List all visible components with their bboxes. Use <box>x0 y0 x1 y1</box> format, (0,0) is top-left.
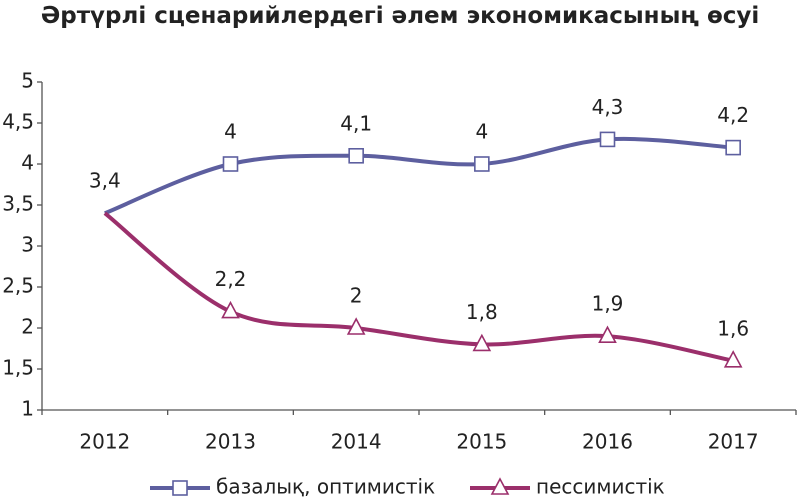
y-tick-label: 1 <box>21 397 34 421</box>
marker <box>172 480 188 496</box>
y-tick-label: 3 <box>21 233 34 257</box>
x-tick-label: 2015 <box>456 430 507 454</box>
series-line <box>104 136 734 216</box>
y-tick-label: 2,5 <box>2 274 34 298</box>
marker <box>723 350 743 368</box>
data-label: 3,4 <box>89 169 121 193</box>
data-label: 4,3 <box>592 95 624 119</box>
y-tick-label: 1,5 <box>2 356 34 380</box>
data-label: 4 <box>224 120 237 144</box>
marker <box>222 156 239 172</box>
y-tick-label: 5 <box>21 69 34 93</box>
legend-label: пессимистік <box>536 475 665 498</box>
chart-title: Әртүрлі сценарийлердегі әлем экономикасы… <box>40 3 760 29</box>
data-label: 4 <box>475 120 488 144</box>
y-tick-label: 3,5 <box>2 192 34 216</box>
marker <box>346 317 366 335</box>
data-label: 4,1 <box>340 111 372 135</box>
marker <box>348 148 364 164</box>
marker <box>598 325 617 344</box>
y-tick-label: 2 <box>21 315 34 339</box>
data-label: 1,8 <box>466 300 498 324</box>
marker <box>725 139 741 156</box>
y-tick-label: 4,5 <box>2 110 34 134</box>
data-label: 2,2 <box>215 267 247 291</box>
legend-label: базалық, оптимистік <box>216 475 435 498</box>
x-tick-label: 2012 <box>79 430 130 454</box>
y-tick-label: 4 <box>21 151 34 175</box>
x-tick-label: 2017 <box>708 430 759 454</box>
data-label: 4,2 <box>717 103 749 127</box>
series-line <box>103 211 734 363</box>
marker <box>221 300 240 319</box>
data-label: 2 <box>350 284 363 308</box>
x-tick-label: 2014 <box>331 430 382 454</box>
marker <box>490 477 510 495</box>
data-label: 1,9 <box>592 292 624 316</box>
data-label: 1,6 <box>717 316 749 340</box>
marker <box>474 156 490 172</box>
x-tick-label: 2016 <box>582 430 633 454</box>
marker <box>472 333 492 352</box>
marker <box>599 131 616 148</box>
x-tick-label: 2013 <box>205 430 256 454</box>
